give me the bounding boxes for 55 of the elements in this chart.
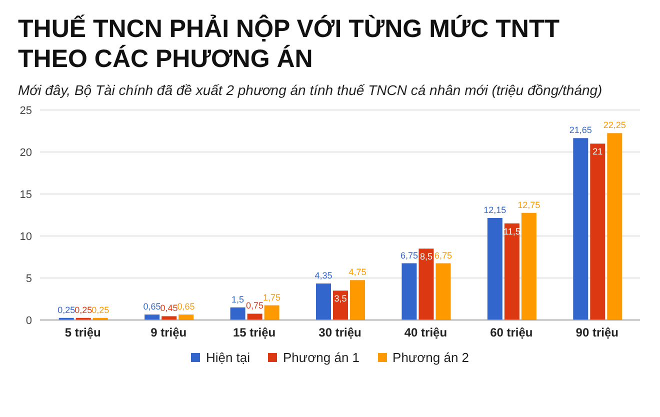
data-label: 0,65 <box>177 302 195 312</box>
data-label: 0,45 <box>160 303 178 314</box>
data-label: 12,75 <box>518 200 540 210</box>
bar <box>436 263 451 320</box>
legend-label: Phương án 2 <box>392 350 470 365</box>
data-label: 0,25 <box>58 304 76 315</box>
x-tick-label: 30 triệu <box>318 326 362 340</box>
x-tick-label: 40 triệu <box>404 326 448 340</box>
data-label: 6,75 <box>400 250 418 260</box>
bar <box>264 305 280 320</box>
y-tick-label: 0 <box>26 314 32 327</box>
x-tick-label: 9 triệu <box>150 326 187 340</box>
bar <box>316 283 331 320</box>
data-label: 1,5 <box>232 294 244 304</box>
data-label: 21 <box>592 146 603 157</box>
y-tick-label: 10 <box>20 230 32 243</box>
data-label: 0,65 <box>143 302 161 312</box>
x-tick-label: 90 triệu <box>576 326 618 340</box>
x-tick-label: 15 triệu <box>232 326 276 340</box>
y-tick-label: 20 <box>20 146 32 159</box>
data-label: 8,5 <box>420 252 432 262</box>
data-label: 22,25 <box>603 120 626 130</box>
bar <box>590 144 606 320</box>
x-tick-label: 5 triệu <box>64 326 101 340</box>
legend-label: Phương án 1 <box>282 350 360 365</box>
bar <box>487 218 502 320</box>
data-label: 21,65 <box>569 125 592 136</box>
bar <box>178 314 194 320</box>
y-tick-label: 25 <box>20 104 32 117</box>
data-label: 3,5 <box>334 294 347 304</box>
bar <box>247 314 262 320</box>
data-label: 6,75 <box>434 250 452 260</box>
bar <box>162 316 177 320</box>
bar <box>144 314 160 320</box>
x-tick-label: 60 triệu <box>490 326 533 340</box>
data-label: 1,75 <box>263 292 281 302</box>
legend-label: Hiện tại <box>204 350 250 365</box>
bar <box>402 263 417 320</box>
bar <box>573 138 588 320</box>
chart-subtitle: Mới đây, Bộ Tài chính đã đề xuất 2 phương án tính thuế TNCN cá nhân mới (triệu đồng/tháng) <box>17 81 604 98</box>
data-label: 0,75 <box>246 300 264 311</box>
bar <box>350 280 365 320</box>
data-label: 4,75 <box>348 267 366 278</box>
y-tick-label: 5 <box>26 272 32 285</box>
y-tick-label: 15 <box>20 188 32 201</box>
data-label: 12,15 <box>484 204 506 215</box>
bar <box>521 212 536 320</box>
data-label: 0,25 <box>92 304 110 315</box>
bar <box>230 307 246 320</box>
data-label: 0,25 <box>74 304 92 315</box>
bar <box>607 133 622 320</box>
bar <box>504 223 520 320</box>
chart-title: THUẾ TNCN PHẢI NỘP VỚI TỪNG MỨC TNTT THEO CÁC PHƯƠNG ÁN <box>17 14 561 74</box>
data-label: 4,35 <box>314 270 332 280</box>
bar <box>418 248 434 320</box>
